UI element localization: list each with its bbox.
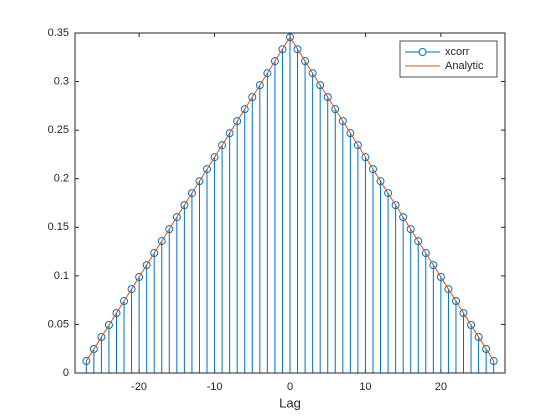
stem-marker xyxy=(203,165,212,174)
stem-marker xyxy=(225,129,234,138)
legend-label: Analytic xyxy=(445,60,484,72)
line xyxy=(85,36,495,362)
stem-marker xyxy=(451,297,460,306)
stem-marker xyxy=(150,249,159,258)
stem-marker xyxy=(308,69,317,78)
y-tick-label: 0.35 xyxy=(48,27,69,39)
stem-marker xyxy=(436,273,445,282)
y-tick-label: 0.25 xyxy=(48,124,69,136)
stem-marker xyxy=(255,81,264,90)
stem-marker xyxy=(293,45,302,54)
stem-marker xyxy=(361,153,370,162)
stem-marker xyxy=(104,321,113,330)
x-tick-label: -10 xyxy=(207,381,223,393)
stem-marker xyxy=(429,261,438,270)
stem-marker xyxy=(482,345,491,354)
x-axis-label: Lag xyxy=(279,395,301,410)
stem-marker xyxy=(165,225,174,234)
stem-marker xyxy=(414,237,423,246)
stem-marker xyxy=(316,81,325,90)
stem-marker xyxy=(127,285,136,294)
stem-marker xyxy=(195,177,204,186)
legend-box xyxy=(399,40,498,78)
stem-marker xyxy=(474,333,483,342)
stem-marker xyxy=(270,57,279,66)
stem-marker xyxy=(399,213,408,222)
y-tick-label: 0.1 xyxy=(54,270,69,282)
stem-marker xyxy=(157,237,166,246)
legend-label: xcorr xyxy=(445,46,470,58)
x-tick-label: -20 xyxy=(131,381,147,393)
stem-marker xyxy=(240,105,249,114)
stem-marker xyxy=(331,105,340,114)
stem-marker xyxy=(376,177,385,186)
stem-marker xyxy=(187,189,196,198)
stem-marker xyxy=(323,93,332,102)
stem-marker xyxy=(391,201,400,210)
stem-marker xyxy=(97,333,106,342)
stem-marker xyxy=(459,309,468,318)
stem-marker xyxy=(82,357,91,366)
stem-marker xyxy=(180,201,189,210)
y-tick-label: 0.15 xyxy=(48,221,69,233)
stem-marker xyxy=(421,249,430,258)
stem-marker xyxy=(89,345,98,354)
stem-marker xyxy=(218,141,227,150)
x-tick-label: 20 xyxy=(435,381,447,393)
stem-marker xyxy=(112,309,121,318)
stem-marker xyxy=(353,141,362,150)
y-tick-label: 0 xyxy=(63,367,69,379)
stem-marker xyxy=(346,129,355,138)
axes-box xyxy=(74,32,506,374)
stem-marker xyxy=(172,213,181,222)
stem-marker xyxy=(210,153,219,162)
stem-marker xyxy=(135,273,144,282)
legend-marker xyxy=(418,48,427,56)
stem-marker xyxy=(301,57,310,66)
stem-marker xyxy=(406,225,415,234)
stem-marker xyxy=(338,117,347,126)
y-tick-label: 0.3 xyxy=(54,75,69,87)
stem-marker xyxy=(142,261,151,270)
stem-marker xyxy=(368,165,377,174)
stem-marker xyxy=(467,321,476,330)
stem-marker xyxy=(233,117,242,126)
y-tick-label: 0.2 xyxy=(54,173,69,185)
stem-marker xyxy=(286,33,294,42)
y-tick-label: 0.05 xyxy=(48,318,69,330)
stem-marker xyxy=(248,93,257,102)
stem-marker xyxy=(384,189,393,198)
stem-marker xyxy=(120,297,129,306)
x-tick-label: 10 xyxy=(359,381,371,393)
stem-marker xyxy=(489,357,498,366)
stem-marker xyxy=(263,69,272,78)
x-tick-label: 0 xyxy=(287,381,293,393)
stem-marker xyxy=(278,45,287,54)
stem-marker xyxy=(444,285,453,294)
